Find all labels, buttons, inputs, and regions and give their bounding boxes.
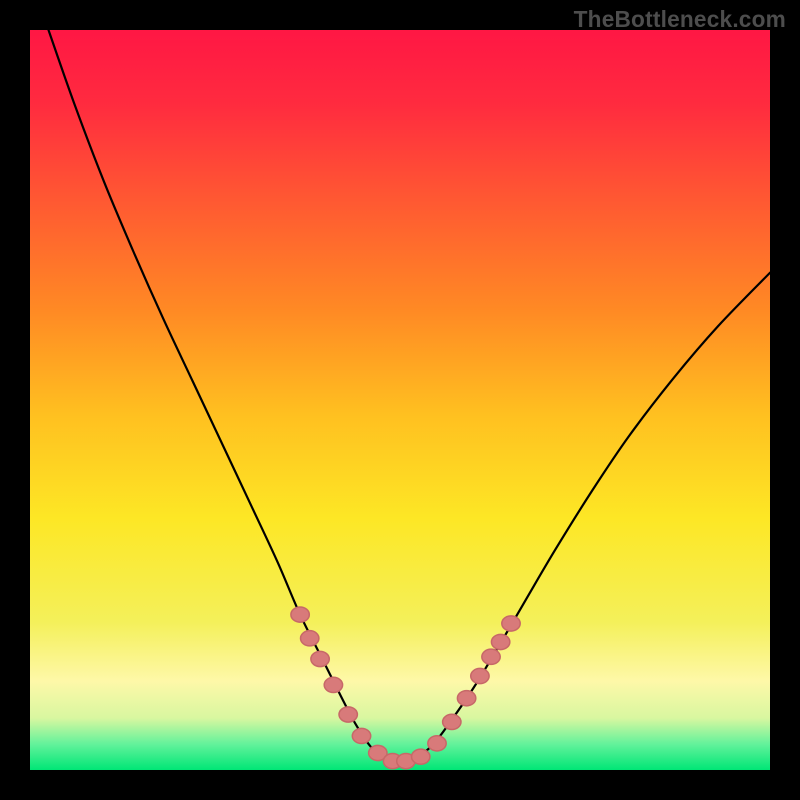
data-marker <box>471 668 489 683</box>
data-marker <box>311 651 329 666</box>
data-marker <box>443 714 461 729</box>
data-marker <box>339 707 357 722</box>
data-marker <box>352 728 370 743</box>
watermark-text: TheBottleneck.com <box>574 6 786 33</box>
data-marker <box>412 749 430 764</box>
data-marker <box>502 616 520 631</box>
data-marker <box>291 607 309 622</box>
data-marker <box>482 649 500 664</box>
chart-frame: TheBottleneck.com <box>0 0 800 800</box>
data-marker <box>428 736 446 751</box>
data-marker <box>491 634 509 649</box>
bottleneck-chart <box>0 0 800 800</box>
data-marker <box>324 677 342 692</box>
gradient-background <box>30 30 770 770</box>
data-marker <box>301 631 319 646</box>
data-marker <box>457 691 475 706</box>
